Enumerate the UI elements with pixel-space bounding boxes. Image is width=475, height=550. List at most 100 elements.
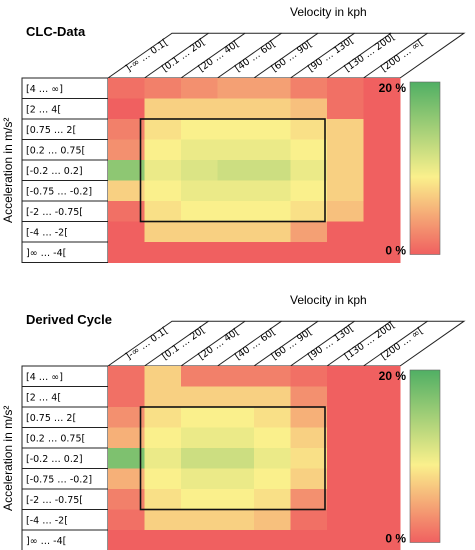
y-tick-label: [0.2 … 0.75[ [26,145,85,156]
heatmap-cell [290,366,328,387]
heatmap-cell [290,530,328,550]
heatmap-cell [327,201,364,222]
x-header-divider [253,320,319,367]
heatmap-cell [181,98,218,120]
heatmap-cell [108,366,145,387]
heatmap-cell [108,448,145,469]
heatmap-cell [327,386,364,408]
y-tick-label: [-4 … -2[ [26,515,68,526]
heatmap-cell [363,468,401,490]
heatmap-cell [181,509,218,531]
y-tick-label: [2 … 4[ [26,392,61,403]
x-header-divider [180,320,246,367]
heatmap-cell [108,427,145,449]
heatmap-cell [217,386,255,408]
heatmap-cell [181,139,218,161]
heatmap-cell [144,468,182,490]
heatmap-cell [327,407,364,428]
heatmap-cell [363,427,401,449]
heatmap-cell [217,180,255,202]
x-header-divider [217,32,282,79]
x-axis-label: Velocity in kph [290,5,367,19]
heatmap-cell [363,160,401,181]
heatmap-cell [144,98,182,120]
y-tick-label: [2 … 4[ [26,104,61,115]
heatmap-cell [217,201,255,222]
heatmap-cell [217,98,255,120]
heatmap-cell [108,119,145,140]
heatmap-cell [327,119,364,140]
heatmap-cell [217,530,255,550]
heatmap-cell [327,489,364,510]
heatmap-cell [327,98,364,120]
heatmap-cell [254,139,291,161]
heatmap-cell [181,386,218,408]
heatmap-cell [254,160,291,181]
heatmap-cell [181,468,218,490]
heatmap-cell [254,98,291,120]
heatmap-cell [181,119,218,140]
heatmap-cell [327,78,364,99]
y-axis-label: Acceleration in m/s² [1,406,15,511]
highlight-box [139,118,326,223]
heatmap-cell [363,366,401,387]
colorbar-max-label: 20 % [379,81,407,95]
heatmap-cell [290,201,328,222]
heatmap-cell [217,78,255,99]
colorbar [409,81,441,255]
heatmap-cell [363,119,401,140]
heatmap-cell [181,160,218,181]
heatmap-cell [363,98,401,120]
x-header-divider [363,32,428,79]
heatmap-cell [290,427,328,449]
heatmap-cell [108,180,145,202]
y-tick-label: [4 … ∞] [26,84,63,95]
heatmap-cell [181,448,218,469]
heatmap-cell [327,242,364,263]
heatmap-cell [217,407,255,428]
heatmap-cell [363,139,401,161]
y-tick-label: [4 … ∞] [26,372,63,383]
x-header-divider [363,320,428,367]
heatmap-cell [108,78,145,99]
heatmap-cell [254,78,291,99]
y-label-column [21,77,109,263]
heatmap-cell [108,386,145,408]
heatmap-cell [108,530,145,550]
y-tick-label: [-0.75 … -0.2] [26,186,92,197]
heatmap-cell [290,180,328,202]
heatmap-cell [144,407,182,428]
y-label-column [21,365,109,550]
y-tick-label: [-0.75 … -0.2] [26,474,92,485]
y-axis-label: Acceleration in m/s² [1,118,15,223]
heatmap-cell [254,386,291,408]
heatmap-cell [217,366,255,387]
heatmap-cell [363,448,401,469]
heatmap-cell [254,119,291,140]
heatmap-cell [144,201,182,222]
heatmap-cell [327,530,364,550]
heatmap-cell [108,139,145,161]
heatmap-cell [290,78,328,99]
heatmap-cell [290,386,328,408]
y-tick-label: ]∞ … -4[ [26,536,66,547]
heatmap-cell [254,201,291,222]
heatmap-cell [254,489,291,510]
heatmap-cell [290,242,328,263]
heatmap-cell [290,448,328,469]
heatmap-cell [327,139,364,161]
heatmap-cell [363,509,401,531]
x-header-divider [290,32,355,79]
heatmap-cell [327,427,364,449]
heatmap-cell [181,201,218,222]
y-tick-label: [0.75 … 2[ [26,125,76,136]
heatmap-cell [144,78,182,99]
heatmap-cell [108,160,145,181]
y-tick-label: ]∞ … -4[ [26,248,66,259]
heatmap-cell [144,489,182,510]
heatmap-cell [254,407,291,428]
heatmap-cell [254,509,291,531]
heatmap-cell [108,407,145,428]
